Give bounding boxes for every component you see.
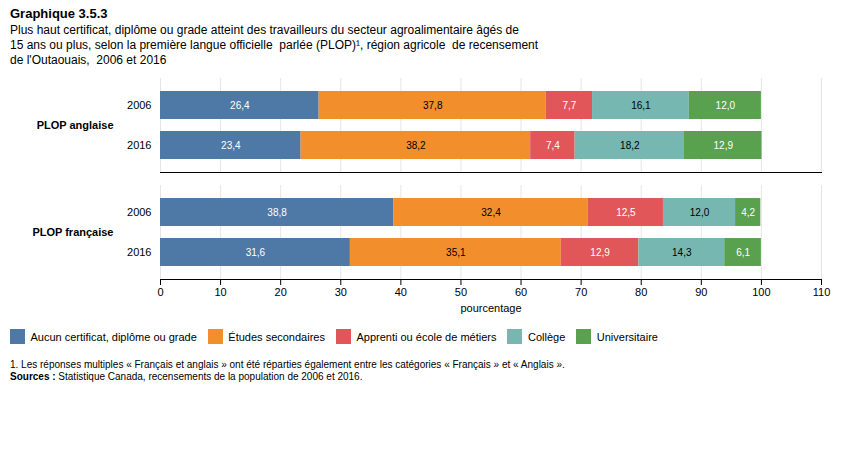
svg-text:2016: 2016 bbox=[127, 139, 151, 151]
svg-text:2006: 2006 bbox=[127, 206, 151, 218]
svg-text:90: 90 bbox=[695, 286, 707, 298]
html-text:de l'Outaouais, 2006 et 2016: de l'Outaouais, 2006 et 2016 bbox=[10, 53, 167, 67]
html-text:1. Les réponses multiples « Fr: 1. Les réponses multiples « Français et … bbox=[10, 358, 565, 370]
html-text:15 ans ou plus, selon la premi: 15 ans ou plus, selon la première langue… bbox=[10, 38, 539, 52]
svg-text:12,0: 12,0 bbox=[690, 207, 710, 218]
svg-text:14,3: 14,3 bbox=[672, 247, 692, 258]
svg-text:PLOP anglaise: PLOP anglaise bbox=[37, 119, 114, 131]
svg-text:32,4: 32,4 bbox=[481, 207, 501, 218]
svg-text:38,2: 38,2 bbox=[406, 140, 426, 151]
svg-text:100: 100 bbox=[752, 286, 770, 298]
svg-text:60: 60 bbox=[515, 286, 527, 298]
svg-text:23,4: 23,4 bbox=[221, 140, 241, 151]
svg-text:18,2: 18,2 bbox=[620, 140, 640, 151]
svg-text:50: 50 bbox=[455, 286, 467, 298]
html-text:Apprenti ou école de métiers: Apprenti ou école de métiers bbox=[356, 330, 497, 343]
html-text:Études secondaires: Études secondaires bbox=[228, 330, 325, 343]
svg-text:12,5: 12,5 bbox=[616, 207, 636, 218]
html-text:Sources : Statistique Canada,: Sources : Statistique Canada, recensemen… bbox=[10, 370, 363, 382]
svg-text:38,8: 38,8 bbox=[267, 207, 287, 218]
svg-text:pourcentage: pourcentage bbox=[460, 302, 521, 314]
svg-text:37,8: 37,8 bbox=[423, 100, 443, 111]
svg-text:12,9: 12,9 bbox=[590, 247, 610, 258]
svg-text:110: 110 bbox=[813, 286, 831, 298]
svg-text:7,7: 7,7 bbox=[562, 100, 576, 111]
html-text:Universitaire: Universitaire bbox=[596, 330, 658, 343]
html-text:Plus haut certificat, diplôme: Plus haut certificat, diplôme ou grade a… bbox=[10, 23, 519, 37]
svg-text:12,0: 12,0 bbox=[716, 100, 736, 111]
svg-text:10: 10 bbox=[214, 286, 226, 298]
svg-text:35,1: 35,1 bbox=[446, 247, 466, 258]
svg-text:16,1: 16,1 bbox=[631, 100, 651, 111]
svg-text:4,2: 4,2 bbox=[741, 207, 755, 218]
svg-text:6,1: 6,1 bbox=[736, 247, 750, 258]
svg-text:40: 40 bbox=[395, 286, 407, 298]
svg-text:0: 0 bbox=[157, 286, 163, 298]
svg-text:2016: 2016 bbox=[127, 246, 151, 258]
svg-text:PLOP française: PLOP française bbox=[32, 226, 113, 238]
html-text:Aucun certificat, diplôme ou g: Aucun certificat, diplôme ou grade bbox=[30, 330, 197, 343]
html-text:Graphique 3.5.3: Graphique 3.5.3 bbox=[10, 6, 108, 21]
svg-text:7,4: 7,4 bbox=[546, 140, 560, 151]
svg-text:12,9: 12,9 bbox=[714, 140, 734, 151]
svg-text:80: 80 bbox=[635, 286, 647, 298]
svg-text:31,6: 31,6 bbox=[246, 247, 266, 258]
svg-text:70: 70 bbox=[575, 286, 587, 298]
svg-text:2006: 2006 bbox=[127, 99, 151, 111]
svg-text:30: 30 bbox=[335, 286, 347, 298]
html-text:Collège: Collège bbox=[528, 330, 566, 343]
svg-text:20: 20 bbox=[275, 286, 287, 298]
svg-text:26,4: 26,4 bbox=[230, 100, 250, 111]
